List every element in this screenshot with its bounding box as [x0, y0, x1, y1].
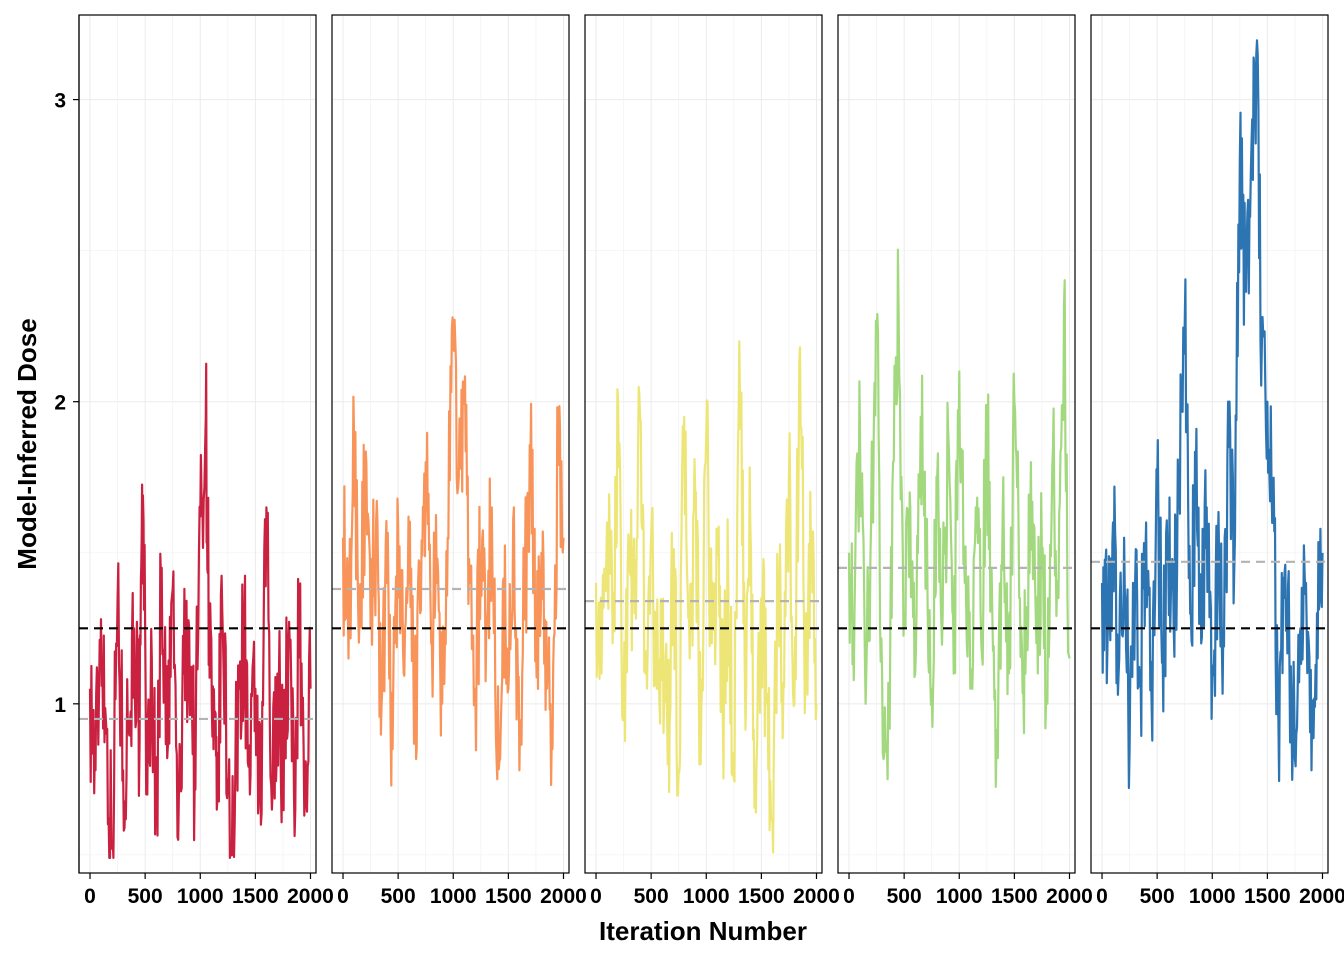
- x-tick-label: 1500: [485, 885, 532, 908]
- x-tick-label: 1000: [430, 885, 477, 908]
- panel-3: [584, 14, 823, 874]
- x-tick-label: 500: [1140, 885, 1175, 908]
- x-tick-label: 2000: [287, 885, 334, 908]
- panel-border-5: [1090, 14, 1329, 874]
- x-axis-2: 0 500 1000 1500 2000: [337, 873, 587, 908]
- x-tick-label: 1000: [177, 885, 224, 908]
- panel-4: [837, 14, 1076, 874]
- trace-line-4: [847, 248, 1071, 789]
- x-tick-label: 0: [84, 885, 96, 908]
- x-tick-label: 500: [381, 885, 416, 908]
- y-tick-label: 1: [54, 694, 66, 717]
- x-tick-label: 0: [1096, 885, 1108, 908]
- x-tick-label: 1000: [1189, 885, 1236, 908]
- trace-line-2: [341, 316, 565, 787]
- x-tick-label: 2000: [1299, 885, 1344, 908]
- x-tick-label: 500: [128, 885, 163, 908]
- y-tick-label: 3: [54, 90, 66, 113]
- x-tick-label: 500: [887, 885, 922, 908]
- x-axis-1: 0 500 1000 1500 2000: [84, 873, 334, 908]
- x-tick-label: 1000: [936, 885, 983, 908]
- trace-line-5: [1100, 39, 1324, 790]
- x-tick-label: 0: [337, 885, 349, 908]
- x-axis-3: 0 500 1000 1500 2000: [590, 873, 840, 908]
- x-axes: 0 500 1000 1500 2000 0 500 1000 1500 2000 0 500 1000…: [84, 873, 1344, 908]
- panel-border-4: [837, 14, 1076, 874]
- panel-2: [331, 14, 570, 874]
- panels-layer: [78, 14, 1329, 874]
- panel-5: [1090, 14, 1329, 874]
- panel-border-3: [584, 14, 823, 874]
- x-tick-label: 1500: [232, 885, 279, 908]
- panel-border-2: [331, 14, 570, 874]
- panel-1: [78, 14, 317, 874]
- x-tick-label: 0: [590, 885, 602, 908]
- y-axis-title: Model-Inferred Dose: [12, 318, 42, 569]
- x-tick-label: 1500: [991, 885, 1038, 908]
- x-axis-title: Iteration Number: [599, 916, 807, 946]
- x-tick-label: 500: [634, 885, 669, 908]
- x-tick-label: 2000: [540, 885, 587, 908]
- x-axis-5: 0 500 1000 1500 2000: [1096, 873, 1344, 908]
- x-tick-label: 2000: [793, 885, 840, 908]
- x-tick-label: 2000: [1046, 885, 1093, 908]
- y-tick-label: 2: [54, 392, 66, 415]
- x-axis-4: 0 500 1000 1500 2000: [843, 873, 1093, 908]
- x-tick-label: 1000: [683, 885, 730, 908]
- x-tick-label: 1500: [738, 885, 785, 908]
- x-tick-label: 0: [843, 885, 855, 908]
- y-axis: 1 2 3: [54, 15, 80, 873]
- x-tick-label: 1500: [1244, 885, 1291, 908]
- trace-line-3: [594, 340, 818, 854]
